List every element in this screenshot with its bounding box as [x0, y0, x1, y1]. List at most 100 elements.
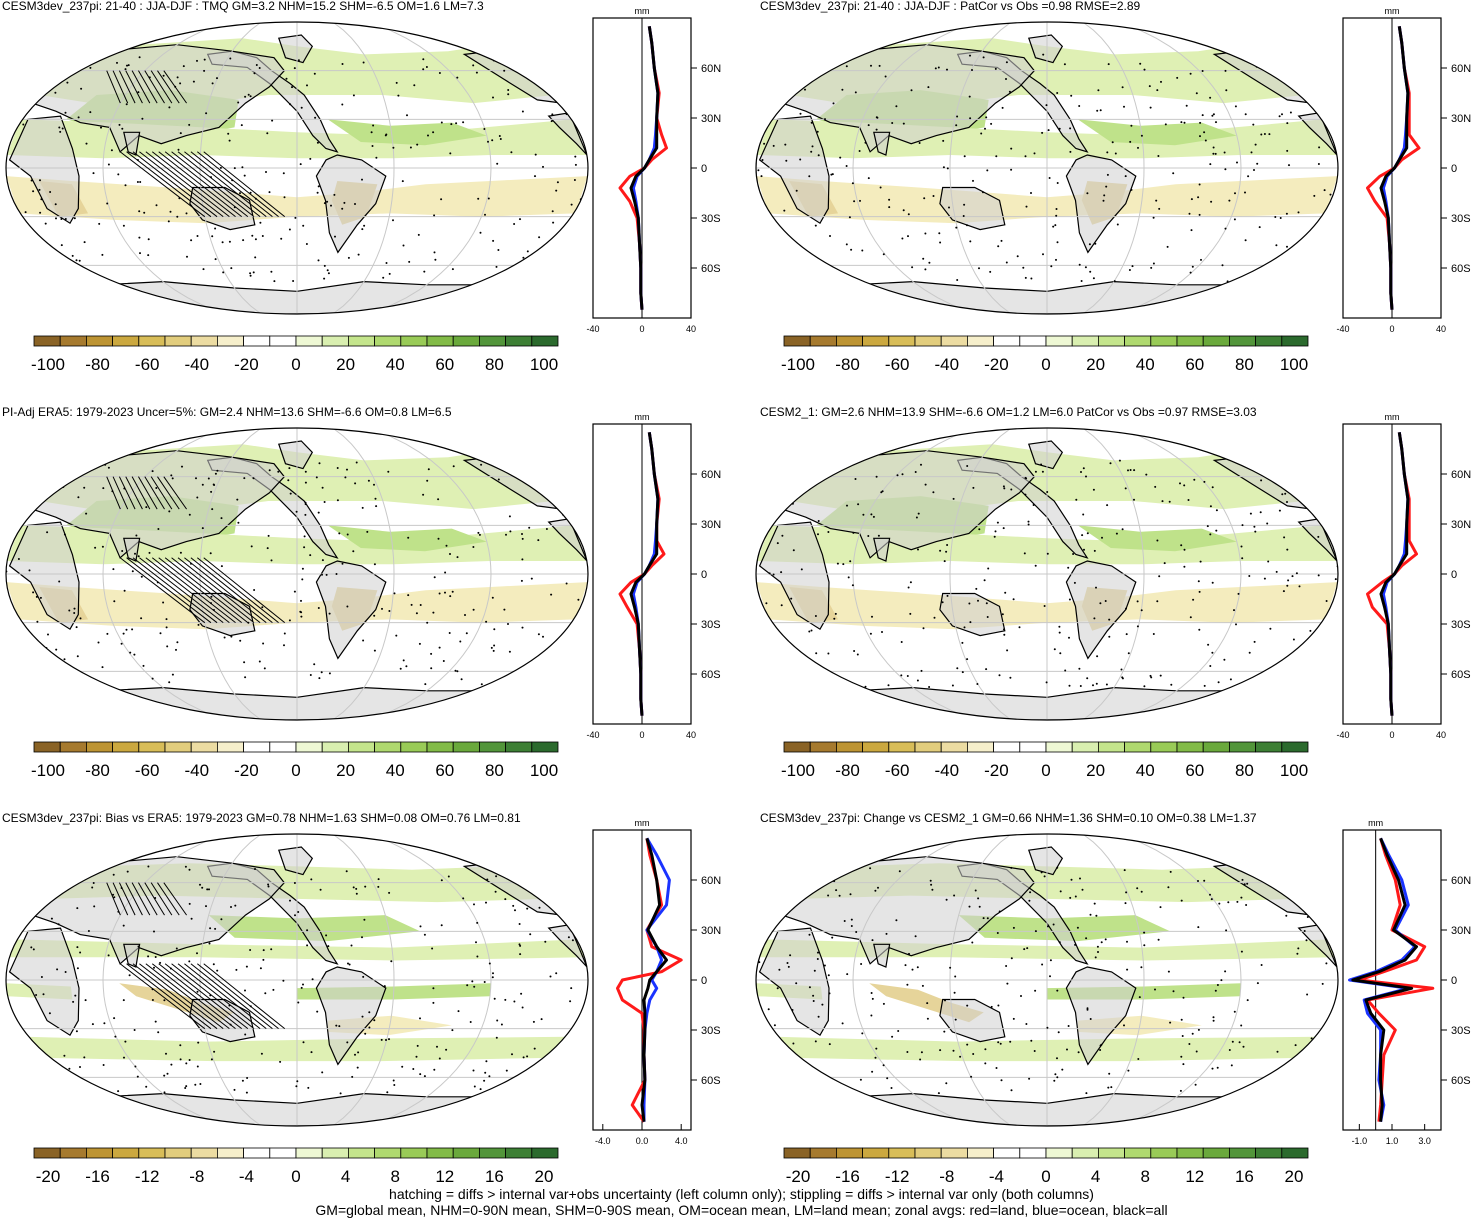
colorbar-tick-label: -100	[781, 761, 815, 780]
colorbar-tick-label: -60	[135, 355, 160, 374]
field-contour	[327, 119, 487, 146]
land-outline	[123, 131, 141, 156]
colorbar-tick-label: 40	[1136, 355, 1155, 374]
colorbar: -100 -80 -60 -40 -20 0 20 40 60 80 100	[31, 741, 559, 780]
colorbar-swatch	[836, 1147, 864, 1159]
colorbar-swatch	[1176, 741, 1204, 753]
gridline-longitude	[1082, 22, 1145, 314]
colorbar-swatch	[1150, 741, 1178, 753]
stippling	[30, 865, 574, 1095]
colorbar-tick-label: 8	[1140, 1167, 1149, 1186]
zonal-ytick-label: 0	[1451, 163, 1457, 175]
colorbar-swatch	[112, 1147, 140, 1159]
colorbar-swatch	[138, 741, 166, 753]
zonal-ytick-label: 30N	[701, 113, 721, 125]
colorbar-tick-label: -8	[189, 1167, 204, 1186]
land-outline	[1297, 112, 1338, 156]
colorbar-tick-label: 0	[291, 761, 300, 780]
colorbar-swatch	[1228, 741, 1256, 753]
zonal-ytick-label: 30S	[701, 213, 721, 225]
colorbar: -100 -80 -60 -40 -20 0 20 40 60 80 100	[31, 335, 559, 374]
colorbar-swatch	[1281, 1147, 1309, 1159]
colorbar-tick-label: 40	[1136, 761, 1155, 780]
colorbar-swatch	[1097, 335, 1125, 347]
colorbar-swatch	[478, 335, 506, 347]
colorbar-swatch	[112, 741, 140, 753]
stippling	[758, 866, 1328, 1095]
zonal-xtick-label: 0	[639, 730, 644, 740]
colorbar-swatch	[400, 741, 428, 753]
colorbar-swatch	[1019, 1147, 1047, 1159]
colorbar-swatch	[269, 335, 297, 347]
colorbar-tick-label: 100	[530, 355, 558, 374]
colorbar-swatch	[347, 741, 375, 753]
gridline-longitude	[949, 22, 1012, 314]
land-outline	[547, 924, 588, 968]
colorbar-swatch	[1124, 1147, 1152, 1159]
colorbar-swatch	[1097, 1147, 1125, 1159]
colorbar-tick-label: -60	[885, 761, 910, 780]
zonal-ytick-label: 30N	[1451, 113, 1471, 125]
zonal-ytick-label: 60S	[701, 1075, 721, 1087]
colorbar: -100 -80 -60 -40 -20 0 20 40 60 80 100	[781, 741, 1309, 780]
colorbar-tick-label: 16	[485, 1167, 504, 1186]
panel-title: CESM3dev_237pi: 21-40 : JJA-DJF : TMQ GM…	[2, 0, 484, 13]
colorbar-swatch	[1071, 741, 1099, 753]
colorbar-swatch	[452, 335, 480, 347]
colorbar-swatch	[531, 741, 559, 753]
land-outline	[1027, 34, 1064, 64]
land-outline	[315, 560, 387, 660]
colorbar-swatch	[809, 741, 837, 753]
colorbar-swatch	[243, 741, 271, 753]
zonal-ytick-label: 0	[701, 163, 707, 175]
footer-line-1: hatching = diffs > internal var+obs unce…	[389, 1186, 1094, 1202]
panel-2: CESM3dev_237pi: 21-40 : JJA-DJF : PatCor…	[750, 0, 1483, 400]
colorbar-tick-label: -20	[786, 1167, 811, 1186]
colorbar-tick-label: -60	[135, 761, 160, 780]
colorbar-tick-label: 60	[1185, 761, 1204, 780]
colorbar-tick-label: -16	[835, 1167, 860, 1186]
zonal-unit-label: mm	[635, 6, 650, 16]
colorbar-swatch	[914, 741, 942, 753]
gridline-longitude	[332, 22, 395, 314]
colorbar-swatch	[243, 1147, 271, 1159]
colorbar-swatch	[86, 335, 114, 347]
panel-title: CESM3dev_237pi: Bias vs ERA5: 1979-2023 …	[2, 811, 521, 825]
colorbar-swatch	[216, 335, 244, 347]
zonal-ytick-label: 30S	[701, 1025, 721, 1037]
colorbar-swatch	[33, 741, 61, 753]
colorbar-swatch	[190, 741, 218, 753]
colorbar-swatch	[914, 1147, 942, 1159]
zonal-ytick-label: 60S	[701, 263, 721, 275]
colorbar-swatch	[940, 335, 968, 347]
colorbar-tick-label: -80	[835, 355, 860, 374]
zonal-ytick-label: 30S	[1451, 213, 1471, 225]
land-outline	[873, 537, 891, 562]
colorbar-tick-label: 12	[1185, 1167, 1204, 1186]
gridline-longitude	[199, 22, 262, 314]
colorbar-swatch	[1071, 1147, 1099, 1159]
zonal-average-plot: mm 60N 30N 0 30S 60S -1.0 1.0 3.0	[1342, 818, 1471, 1146]
colorbar-swatch	[269, 741, 297, 753]
colorbar-tick-label: -100	[781, 355, 815, 374]
field-contour	[1077, 525, 1237, 552]
zonal-xtick-label: -40	[1336, 324, 1349, 334]
land-outline	[939, 998, 1006, 1043]
colorbar-swatch	[295, 1147, 323, 1159]
zonal-ytick-label: 30S	[701, 619, 721, 631]
land-outline	[123, 943, 141, 968]
panel-4: CESM2_1: GM=2.6 NHM=13.9 SHM=-6.6 OM=1.2…	[750, 405, 1483, 806]
colorbar-swatch	[1045, 741, 1073, 753]
colorbar-swatch	[216, 741, 244, 753]
land-outline	[30, 44, 286, 153]
colorbar-swatch	[321, 335, 349, 347]
colorbar-swatch	[1124, 335, 1152, 347]
colorbar-swatch	[1176, 1147, 1204, 1159]
zonal-series-all	[640, 837, 668, 1122]
zonal-ytick-label: 60S	[1451, 263, 1471, 275]
colorbar-tick-label: -20	[234, 761, 259, 780]
map-border	[5, 21, 589, 315]
colorbar-swatch	[1202, 1147, 1230, 1159]
zonal-ytick-label: 0	[1451, 975, 1457, 987]
colorbar-tick-label: 0	[1041, 761, 1050, 780]
